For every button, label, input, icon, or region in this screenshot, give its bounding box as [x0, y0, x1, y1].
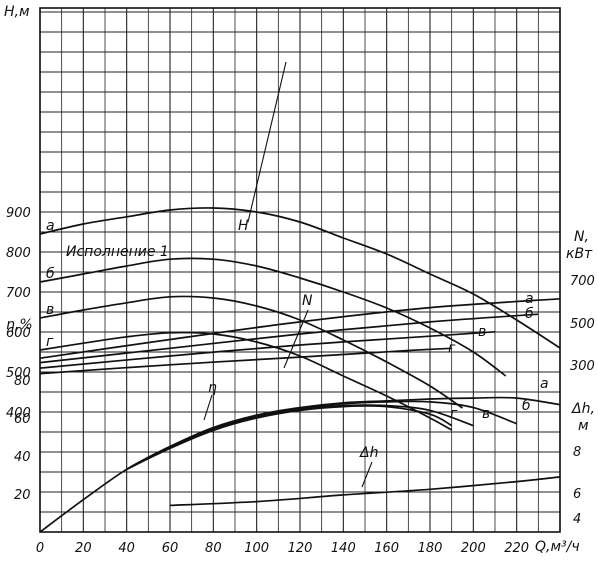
efficiency-tick-label: 40: [14, 450, 31, 465]
power-curve-letter: в: [478, 324, 486, 340]
right-axis-power-label-2: кВт: [566, 246, 593, 262]
text-layer: H,м η,% Q,м³/ч N, кВт Δh, м Исполнение 1…: [4, 4, 595, 556]
power-curve-1: [39, 297, 561, 360]
head-curve-3: [39, 295, 463, 409]
power-curve-3: [39, 330, 496, 369]
x-tick-label: 20: [75, 541, 92, 556]
npsh-tick-label: 8: [573, 445, 581, 460]
y-axis-head-label: H,м: [4, 4, 30, 20]
efficiency-tick-label: 20: [14, 488, 31, 503]
efficiency-curve-letter: в: [482, 406, 490, 422]
head-tick-label: 400: [6, 406, 31, 421]
power-curve-2: [39, 313, 539, 364]
efficiency-curve-3: [126, 404, 474, 471]
x-tick-label: 60: [162, 541, 179, 556]
head-tick-label: 900: [6, 206, 31, 221]
right-axis-npsh-label-1: Δh,: [571, 401, 595, 417]
x-axis-label: Q,м³/ч: [535, 539, 580, 555]
efficiency-curve-letter: б: [522, 398, 531, 414]
efficiency-leader-line: [203, 394, 213, 421]
head-leader-line: [247, 61, 287, 223]
y-axis-efficiency-label: η,%: [6, 317, 33, 333]
npsh-leader-line: [361, 461, 373, 488]
efficiency-tick-label: 60: [14, 412, 31, 427]
power-tick-label: 700: [570, 274, 595, 289]
head-curve-2: [39, 257, 507, 377]
right-axis-npsh-label-2: м: [578, 418, 589, 434]
head-curve-letter: г: [46, 334, 54, 350]
power-curve-letter: б: [525, 306, 534, 322]
series-layer: [39, 61, 561, 533]
npsh-tick-label: 4: [573, 512, 581, 527]
npsh-curve: [169, 476, 561, 507]
efficiency-curve-4: [126, 405, 453, 471]
x-tick-label: 0: [36, 541, 44, 556]
power-curve-4: [39, 347, 452, 375]
x-tick-label: 80: [205, 541, 222, 556]
power-leader-line: [283, 309, 309, 369]
variant-note: Исполнение 1: [66, 244, 169, 260]
x-tick-label: 40: [118, 541, 135, 556]
grid: [39, 7, 561, 533]
power-curve-letter: а: [525, 291, 534, 307]
head-curve-letter: б: [46, 266, 55, 282]
power-tick-label: 300: [570, 359, 595, 374]
x-tick-label: 140: [331, 541, 356, 556]
x-tick-label: 220: [504, 541, 529, 556]
efficiency-curve-letter: а: [540, 376, 549, 392]
efficiency-curve-label: η: [208, 380, 217, 396]
npsh-tick-label: 6: [573, 487, 581, 502]
head-tick-label: 600: [6, 326, 31, 341]
x-tick-label: 100: [244, 541, 269, 556]
power-tick-label: 500: [570, 317, 595, 332]
right-axis-power-label-1: N,: [574, 229, 589, 245]
npsh-curve-label: Δh: [359, 445, 378, 461]
plot-frame: [39, 7, 561, 533]
x-tick-label: 180: [418, 541, 443, 556]
head-curve-letter: а: [46, 218, 55, 234]
efficiency-curve-letter: г: [450, 406, 458, 422]
efficiency-curve-2: [126, 400, 517, 471]
power-curve-letter: г: [448, 340, 456, 356]
x-tick-label: 200: [461, 541, 486, 556]
head-tick-label: 800: [6, 246, 31, 261]
head-curve-4: [39, 331, 453, 431]
power-curve-label: N: [302, 293, 313, 309]
head-tick-label: 500: [6, 366, 31, 381]
head-curve-label: H: [238, 218, 249, 234]
x-tick-label: 120: [288, 541, 313, 556]
x-tick-label: 160: [374, 541, 399, 556]
head-curve-letter: в: [46, 302, 54, 318]
efficiency-tick-label: 80: [14, 374, 31, 389]
head-curve-1: [39, 207, 561, 349]
head-tick-label: 700: [6, 286, 31, 301]
